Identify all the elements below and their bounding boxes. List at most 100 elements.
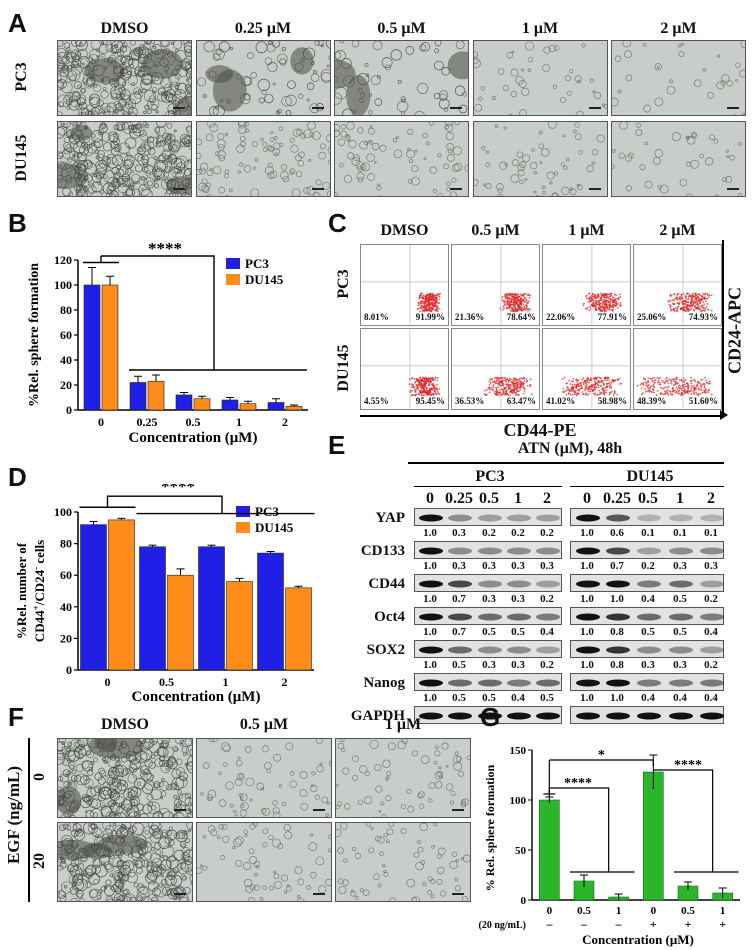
event <box>700 299 703 301</box>
event <box>420 305 423 307</box>
cell <box>113 172 121 180</box>
cell <box>316 739 323 745</box>
event <box>586 394 588 397</box>
cell <box>58 752 65 765</box>
quadrant-left-pct: 8.01% <box>364 312 389 322</box>
event <box>485 394 487 396</box>
cell <box>237 122 246 129</box>
y-tick-label: 20 <box>60 378 72 392</box>
event <box>693 309 695 312</box>
cell <box>169 859 183 873</box>
event <box>498 378 501 380</box>
y-label-line2: CD44+/CD24- cells <box>31 540 47 642</box>
cell <box>337 878 344 885</box>
panel-letter-a: A <box>8 8 27 38</box>
event <box>508 379 511 382</box>
lane-label: 2 <box>543 490 551 507</box>
cell <box>262 885 267 890</box>
cell <box>141 188 153 196</box>
event <box>438 388 441 390</box>
cell <box>156 140 160 144</box>
cell <box>284 94 297 107</box>
event <box>596 294 599 297</box>
cell <box>83 774 90 781</box>
blot-strip <box>570 706 724 724</box>
cell <box>58 74 62 82</box>
cell <box>168 869 176 878</box>
event <box>673 303 675 306</box>
event <box>680 378 683 381</box>
event <box>425 300 428 303</box>
band <box>448 613 472 621</box>
event <box>648 389 650 392</box>
cell <box>173 832 181 840</box>
cell <box>504 163 508 167</box>
event <box>506 378 509 381</box>
cell <box>153 168 166 181</box>
event <box>422 385 425 388</box>
bands <box>419 712 560 720</box>
cell <box>95 833 100 838</box>
cell <box>496 194 504 196</box>
cell <box>654 97 664 107</box>
band <box>637 646 661 654</box>
cell <box>462 854 470 863</box>
cell <box>167 169 171 173</box>
cell <box>113 771 124 781</box>
cell <box>172 100 176 105</box>
cell <box>383 832 389 838</box>
event <box>592 392 595 395</box>
cell <box>444 122 454 127</box>
event <box>516 296 519 299</box>
cell <box>561 134 565 138</box>
cell <box>725 154 730 159</box>
event <box>604 390 606 392</box>
event <box>418 297 421 300</box>
event <box>496 377 498 380</box>
event <box>670 380 672 383</box>
cell <box>306 885 312 890</box>
cell <box>108 183 117 192</box>
event <box>414 394 417 397</box>
cell <box>252 823 258 828</box>
cell <box>76 830 81 835</box>
blot-strip <box>414 706 562 724</box>
band-density: 0.3 <box>452 527 466 539</box>
event <box>665 390 668 392</box>
cell <box>180 743 184 747</box>
cell <box>368 140 373 145</box>
cell <box>266 145 272 151</box>
event <box>692 302 694 304</box>
event <box>431 307 433 309</box>
cell <box>251 141 258 148</box>
cell <box>257 78 270 92</box>
cell <box>109 885 115 891</box>
band <box>606 646 630 654</box>
event <box>585 387 588 390</box>
cell <box>273 753 282 762</box>
event <box>505 386 508 389</box>
cell <box>377 183 381 187</box>
event <box>614 379 617 382</box>
event <box>483 393 486 395</box>
cell <box>216 133 224 140</box>
event <box>567 392 570 395</box>
event <box>605 391 607 394</box>
cell <box>58 72 68 84</box>
x-axis-label: Concentration (μM) <box>132 689 261 704</box>
cell <box>244 746 252 753</box>
event <box>656 376 659 379</box>
cell <box>127 111 136 115</box>
blot-label: CD44 <box>368 576 405 592</box>
scale-bar <box>173 188 185 190</box>
cell <box>129 41 136 46</box>
x-axis-label: CD44-PE <box>503 420 577 440</box>
event <box>419 385 422 388</box>
cell <box>106 164 110 168</box>
event <box>513 384 516 387</box>
scatter-density <box>634 329 721 409</box>
cell <box>168 839 175 846</box>
cell <box>518 109 527 115</box>
cell <box>90 190 103 196</box>
cell <box>123 154 135 166</box>
